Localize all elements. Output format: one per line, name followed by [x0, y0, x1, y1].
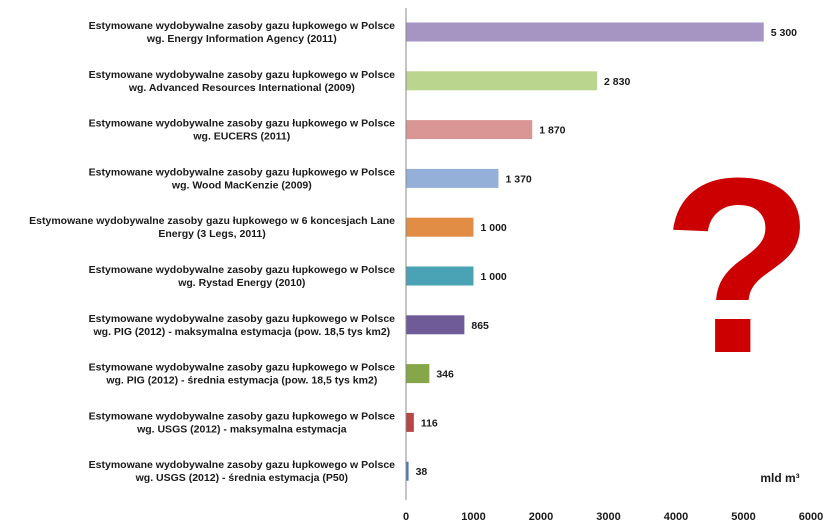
- bar-7: [406, 315, 465, 335]
- category-label-1: Estymowane wydobywalne zasoby gazu łupko…: [89, 20, 395, 45]
- category-label-line: wg. Rystad Energy (2010): [177, 277, 305, 289]
- value-label-1: 5 300: [771, 27, 797, 39]
- category-label-line: Estymowane wydobywalne zasoby gazu łupko…: [89, 459, 395, 471]
- category-label-line: Estymowane wydobywalne zasoby gazu łupko…: [89, 118, 395, 130]
- category-label-line: wg. USGS (2012) - średnia estymacja (P50…: [135, 472, 348, 484]
- value-label-5: 1 000: [481, 222, 507, 234]
- category-label-line: wg. PIG (2012) - średnia estymacja (pow.…: [105, 375, 377, 387]
- value-label-7: 865: [471, 320, 489, 332]
- bar-8: [406, 364, 430, 384]
- bars-group: [406, 22, 764, 481]
- bar-9: [406, 412, 414, 432]
- value-label-2: 2 830: [604, 76, 630, 88]
- bar-10: [406, 461, 409, 481]
- category-label-line: Estymowane wydobywalne zasoby gazu łupko…: [89, 166, 395, 178]
- bar-2: [406, 71, 598, 91]
- value-label-8: 346: [436, 369, 454, 381]
- category-label-line: wg. Energy Information Agency (2011): [146, 33, 337, 45]
- category-label-line: Estymowane wydobywalne zasoby gazu łupko…: [89, 69, 395, 81]
- bar-3: [406, 120, 533, 140]
- category-label-line: Estymowane wydobywalne zasoby gazu łupko…: [89, 410, 395, 422]
- question-mark-annotation: ?: [662, 126, 815, 405]
- x-tick-label-6000: 6000: [799, 511, 823, 523]
- category-label-5: Estymowane wydobywalne zasoby gazu łupko…: [29, 215, 395, 240]
- category-label-line: Energy (3 Legs, 2011): [158, 228, 265, 240]
- bar-4: [406, 168, 499, 188]
- category-label-line: wg. Wood MacKenzie (2009): [171, 179, 312, 191]
- category-label-7: Estymowane wydobywalne zasoby gazu łupko…: [89, 313, 395, 338]
- x-tick-label-5000: 5000: [731, 511, 755, 523]
- bar-5: [406, 217, 474, 237]
- value-label-10: 38: [416, 466, 428, 478]
- category-label-6: Estymowane wydobywalne zasoby gazu łupko…: [89, 264, 395, 289]
- category-label-line: Estymowane wydobywalne zasoby gazu łupko…: [89, 362, 395, 374]
- category-label-8: Estymowane wydobywalne zasoby gazu łupko…: [89, 362, 395, 387]
- category-label-line: Estymowane wydobywalne zasoby gazu łupko…: [89, 264, 395, 276]
- x-tick-label-1000: 1000: [461, 511, 485, 523]
- category-label-4: Estymowane wydobywalne zasoby gazu łupko…: [89, 166, 395, 191]
- value-label-6: 1 000: [481, 271, 507, 283]
- x-tick-label-2000: 2000: [529, 511, 553, 523]
- category-label-line: wg. Advanced Resources International (20…: [128, 82, 355, 94]
- x-tick-label-0: 0: [403, 511, 409, 523]
- x-axis: 0 1000 2000 3000 4000 5000 6000: [403, 8, 823, 523]
- category-labels-group: Estymowane wydobywalne zasoby gazu łupko…: [29, 20, 395, 484]
- bar-1: [406, 22, 764, 42]
- unit-label: mld m³: [760, 471, 799, 485]
- category-label-line: Estymowane wydobywalne zasoby gazu łupko…: [89, 20, 395, 32]
- category-label-line: wg. PIG (2012) - maksymalna estymacja (p…: [93, 326, 391, 338]
- value-label-9: 116: [421, 417, 438, 429]
- value-label-4: 1 370: [505, 173, 531, 185]
- x-tick-label-4000: 4000: [664, 511, 688, 523]
- bar-6: [406, 266, 474, 286]
- category-label-9: Estymowane wydobywalne zasoby gazu łupko…: [89, 410, 395, 435]
- value-labels-group: 5 300 2 830 1 870 1 370 1 000 1 000 865 346 116 3…: [416, 27, 798, 478]
- value-label-3: 1 870: [539, 125, 565, 137]
- category-label-line: wg. EUCERS (2011): [192, 131, 290, 143]
- category-label-line: wg. USGS (2012) - maksymalna estymacja: [136, 423, 347, 435]
- x-tick-label-3000: 3000: [596, 511, 620, 523]
- category-label-10: Estymowane wydobywalne zasoby gazu łupko…: [89, 459, 395, 484]
- category-label-2: Estymowane wydobywalne zasoby gazu łupko…: [89, 69, 395, 94]
- category-label-line: Estymowane wydobywalne zasoby gazu łupko…: [89, 313, 395, 325]
- category-label-line: Estymowane wydobywalne zasoby gazu łupko…: [29, 215, 395, 227]
- category-label-3: Estymowane wydobywalne zasoby gazu łupko…: [89, 118, 395, 143]
